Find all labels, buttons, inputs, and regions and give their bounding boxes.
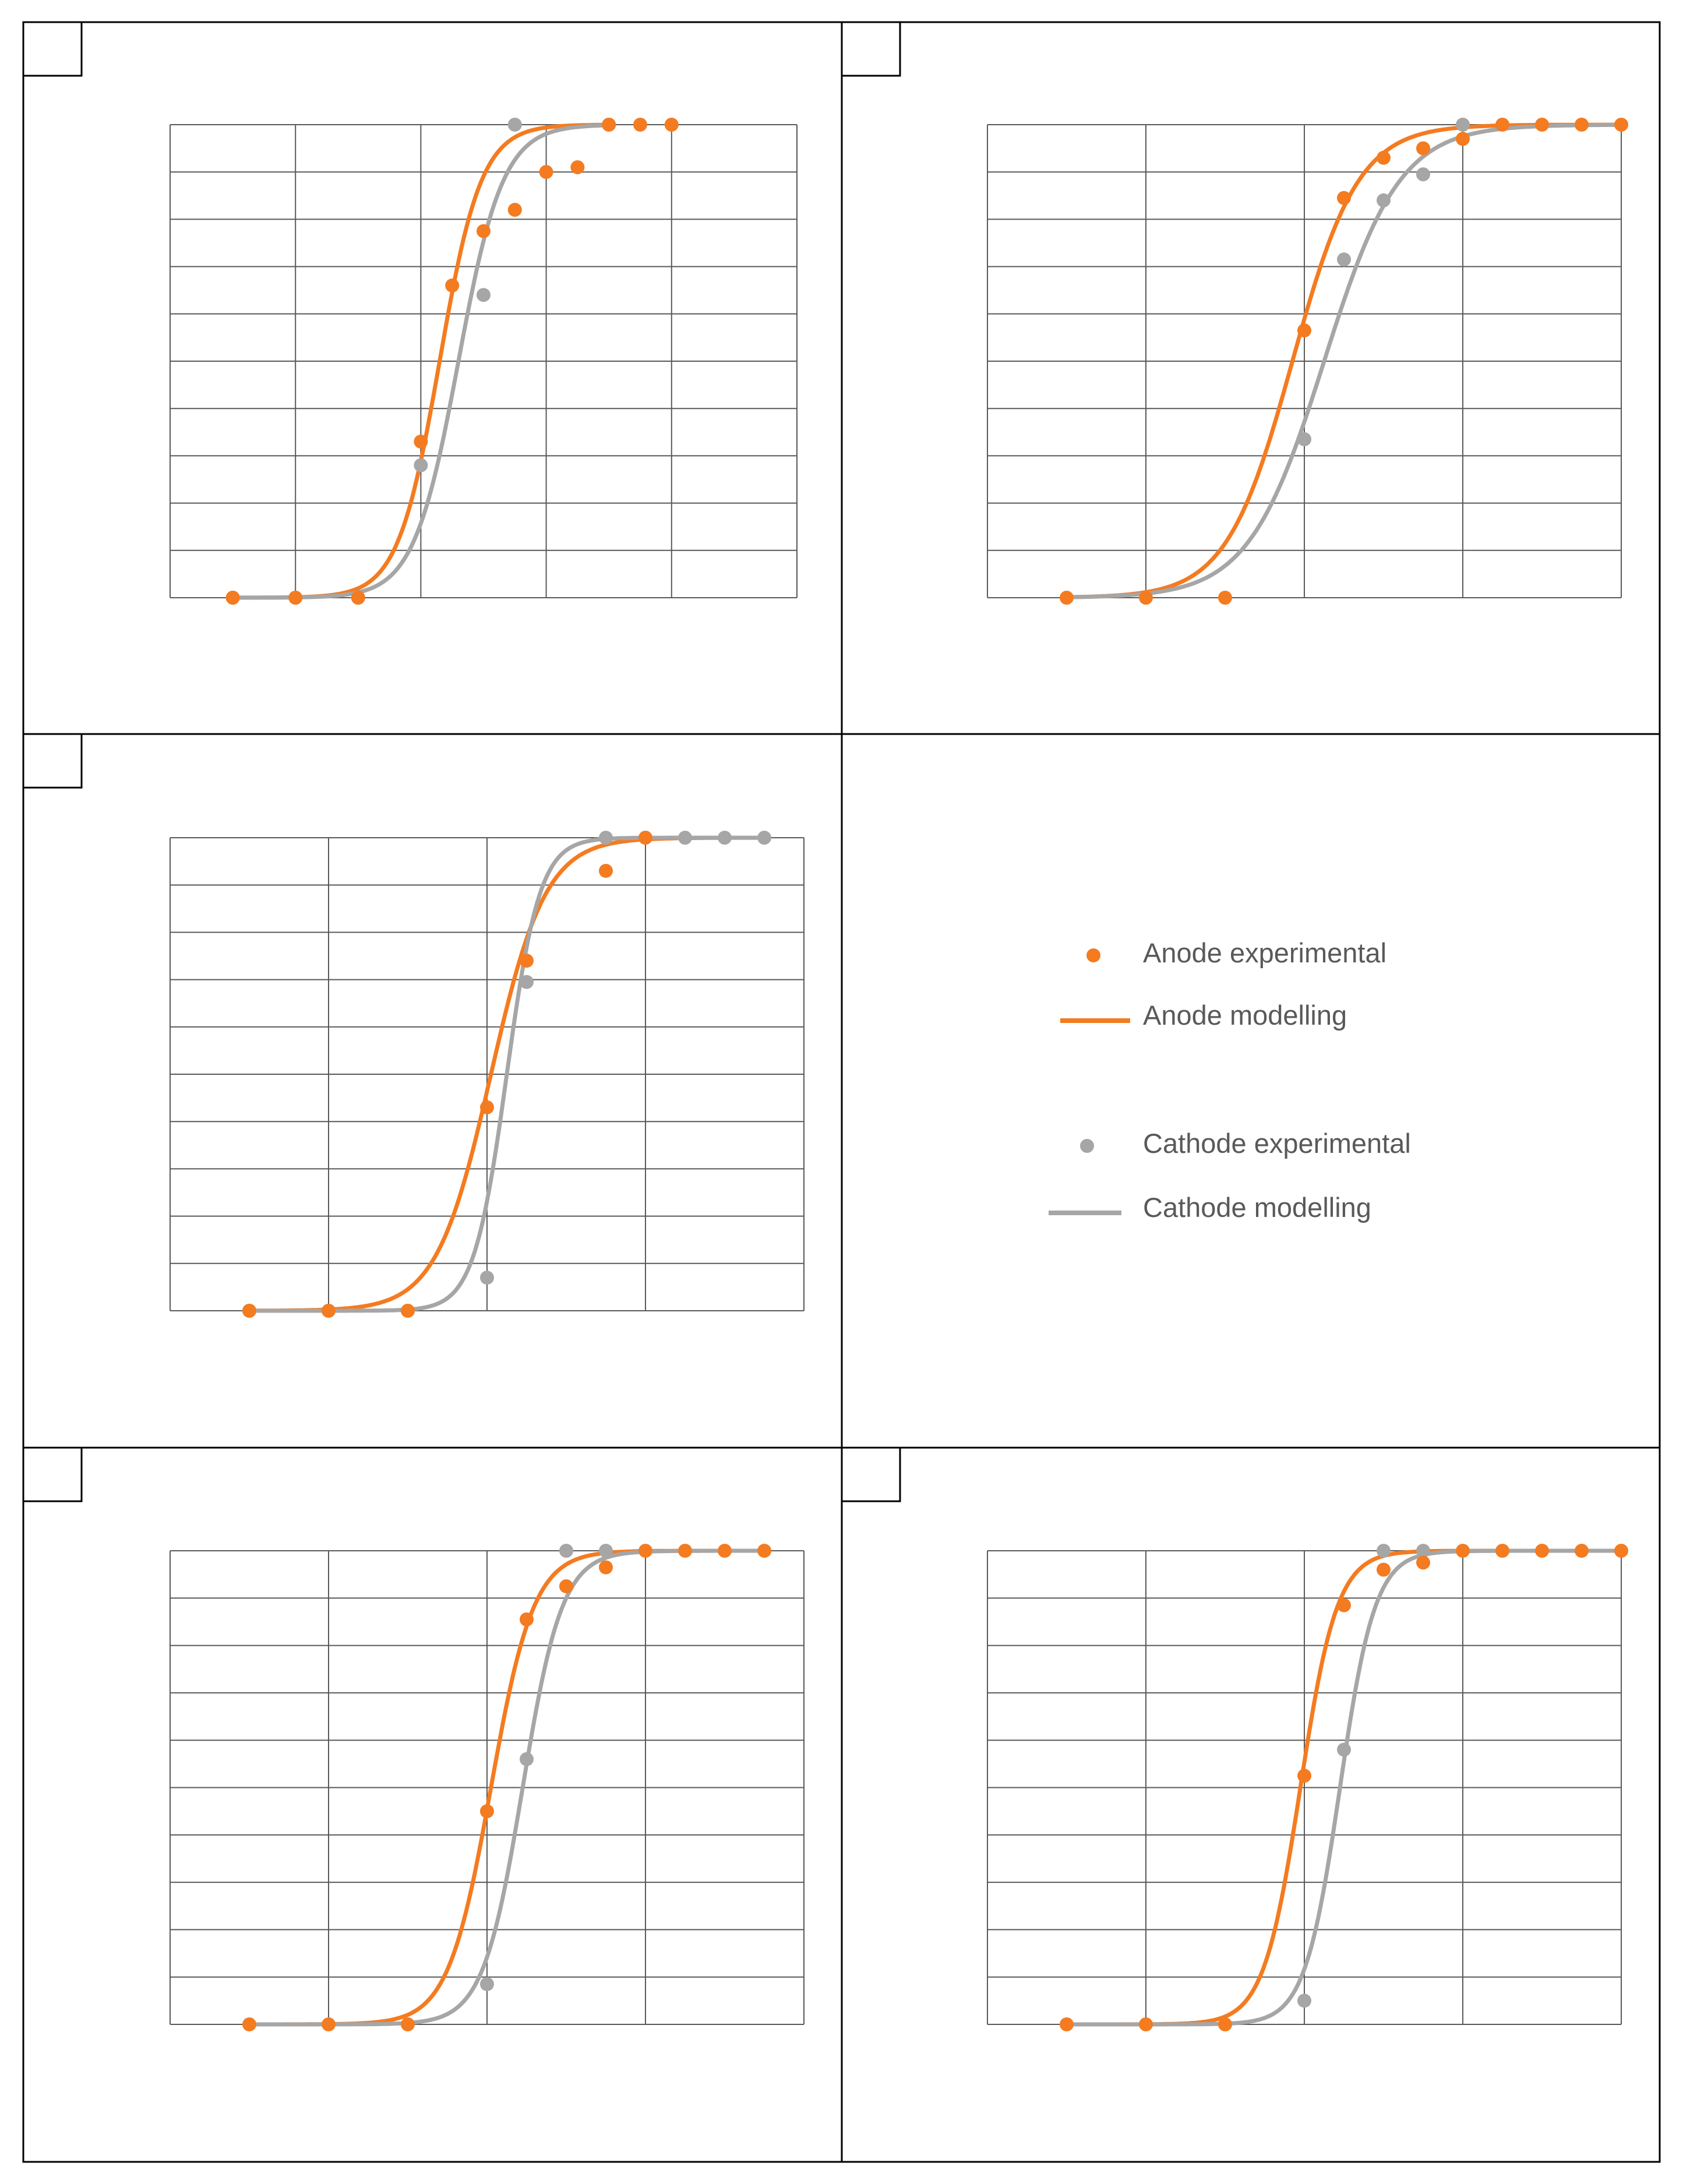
anode-experimental-point: [1337, 190, 1351, 205]
anode-experimental-point: [1575, 1544, 1589, 1558]
anode-experimental-point: [633, 118, 647, 132]
cathode-modelling-curve: [1067, 1548, 1621, 2027]
anode-experimental-point: [1416, 1555, 1430, 1570]
cathode-experimental-point: [1416, 167, 1430, 182]
legend-cathode-modelling-label: Cathode modelling: [1143, 1192, 1371, 1223]
anode-experimental-point: [638, 1544, 652, 1558]
anode-experimental-point: [1377, 1562, 1391, 1577]
anode-experimental-point: [225, 591, 240, 605]
legend-anode-experimental-marker: [1086, 948, 1100, 962]
cathode-modelling-curve: [1067, 122, 1621, 599]
anode-experimental-point: [445, 278, 460, 293]
cathode-experimental-point: [480, 1271, 494, 1285]
anode-experimental-point: [351, 591, 365, 605]
cathode-experimental-point: [1377, 1544, 1391, 1558]
anode-experimental-point: [322, 1304, 336, 1318]
anode-experimental-point: [1456, 1544, 1470, 1558]
cathode-experimental-point: [599, 831, 613, 845]
legend-cathode-experimental-marker: [1080, 1139, 1094, 1153]
anode-experimental-point: [242, 1304, 256, 1318]
cathode-experimental-point: [520, 975, 534, 989]
anode-experimental-point: [480, 1100, 494, 1114]
anode-experimental-point: [1416, 141, 1430, 156]
panel-letter-box: [841, 1446, 901, 1502]
anode-experimental-point: [602, 118, 616, 132]
anode-experimental-point: [1139, 591, 1153, 605]
chart-panel-a: [22, 21, 798, 605]
anode-experimental-point: [1614, 1544, 1628, 1558]
anode-experimental-point: [1535, 118, 1549, 132]
legend-anode-experimental-label: Anode experimental: [1143, 937, 1386, 968]
anode-experimental-point: [559, 1579, 573, 1593]
panel-letter-box: [841, 21, 901, 77]
anode-experimental-point: [718, 1544, 732, 1558]
cathode-experimental-point: [1337, 1742, 1351, 1757]
anode-experimental-point: [1297, 323, 1311, 338]
panel-letter-box: [22, 21, 83, 77]
anode-experimental-point: [757, 1544, 771, 1558]
anode-experimental-point: [1535, 1544, 1549, 1558]
anode-experimental-point: [664, 118, 679, 132]
cathode-experimental-point: [520, 1752, 534, 1766]
cathode-experimental-point: [1416, 1544, 1430, 1558]
anode-experimental-point: [401, 1304, 415, 1318]
anode-experimental-point: [288, 591, 303, 605]
anode-experimental-point: [480, 1804, 494, 1819]
cathode-experimental-point: [1297, 1994, 1311, 2008]
anode-experimental-point: [1495, 1544, 1509, 1558]
anode-experimental-point: [520, 1612, 534, 1626]
chart-panel-b: [841, 21, 1628, 605]
anode-experimental-point: [638, 831, 652, 845]
cathode-experimental-point: [718, 831, 732, 845]
cathode-experimental-point: [1337, 252, 1351, 267]
panel-letter-box: [22, 1446, 83, 1502]
anode-experimental-point: [242, 2017, 256, 2031]
anode-experimental-point: [678, 1544, 692, 1558]
cathode-experimental-point: [477, 288, 491, 302]
anode-experimental-point: [520, 954, 534, 968]
anode-experimental-point: [507, 203, 522, 217]
cathode-experimental-point: [1456, 118, 1470, 132]
anode-experimental-point: [1218, 591, 1232, 605]
chart-panel-e: [841, 1446, 1628, 2031]
anode-experimental-point: [1060, 591, 1074, 605]
anode-experimental-point: [539, 165, 553, 179]
chart-panel-d: [22, 1446, 805, 2031]
anode-experimental-point: [1377, 150, 1391, 165]
cathode-experimental-point: [414, 458, 428, 472]
anode-experimental-point: [1337, 1598, 1351, 1613]
anode-experimental-point: [599, 863, 613, 878]
anode-experimental-point: [1060, 2017, 1074, 2031]
chart-panel-c: [22, 733, 805, 1318]
anode-experimental-point: [1575, 118, 1589, 132]
anode-experimental-point: [401, 2017, 415, 2031]
cathode-experimental-point: [1377, 193, 1391, 207]
anode-experimental-point: [1456, 132, 1470, 146]
cathode-experimental-point: [1297, 432, 1311, 446]
anode-experimental-point: [1495, 118, 1509, 132]
cathode-experimental-point: [678, 831, 692, 845]
anode-experimental-point: [1614, 118, 1628, 132]
anode-experimental-point: [414, 435, 428, 449]
anode-experimental-point: [477, 224, 491, 238]
legend-anode-modelling-label: Anode modelling: [1143, 1000, 1347, 1031]
anode-experimental-point: [322, 2017, 336, 2031]
anode-experimental-point: [1297, 1769, 1311, 1783]
legend: Anode experimental Anode modelling Catho…: [1049, 937, 1411, 1223]
anode-experimental-point: [1218, 2017, 1232, 2031]
cathode-experimental-point: [507, 118, 522, 132]
anode-experimental-point: [1139, 2017, 1153, 2031]
anode-experimental-point: [570, 160, 585, 175]
cathode-experimental-point: [480, 1977, 494, 1991]
panels: [22, 21, 1628, 2031]
cathode-experimental-point: [757, 831, 771, 845]
anode-experimental-point: [599, 1560, 613, 1575]
cathode-experimental-point: [599, 1544, 613, 1558]
legend-cathode-experimental-label: Cathode experimental: [1143, 1128, 1411, 1159]
cathode-experimental-point: [559, 1544, 573, 1558]
panel-letter-box: [22, 733, 83, 789]
